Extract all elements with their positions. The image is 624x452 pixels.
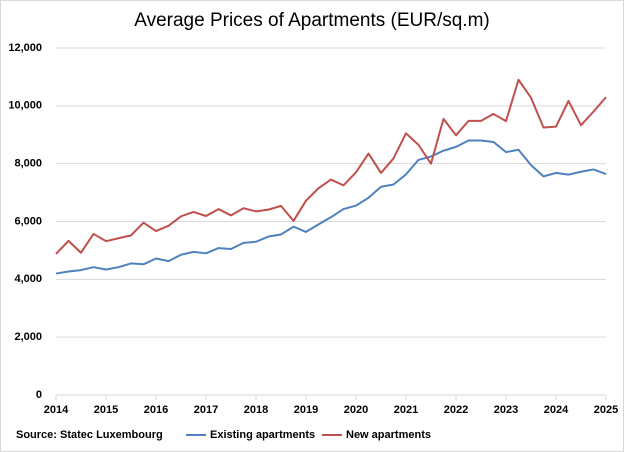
y-tick-label: 4,000 [14, 273, 42, 285]
y-tick-label: 0 [36, 389, 42, 401]
x-tick-label: 2016 [144, 404, 168, 416]
x-tick-label: 2015 [94, 404, 118, 416]
x-tick-label: 2023 [494, 404, 518, 416]
chart-title: Average Prices of Apartments (EUR/sq.m) [134, 10, 490, 31]
legend-label: Existing apartments [210, 429, 315, 441]
y-tick-label: 2,000 [14, 331, 42, 343]
y-tick-label: 6,000 [14, 215, 42, 227]
x-tick-label: 2022 [444, 404, 468, 416]
x-tick-label: 2017 [194, 404, 218, 416]
x-tick-label: 2024 [544, 404, 569, 416]
x-tick-label: 2014 [44, 404, 69, 416]
legend-label: New apartments [346, 429, 431, 441]
x-tick-label: 2021 [394, 404, 418, 416]
y-tick-label: 10,000 [8, 100, 42, 112]
y-tick-label: 8,000 [14, 158, 42, 170]
y-tick-label: 12,000 [8, 42, 42, 54]
data-line [55, 78, 607, 255]
x-tick-label: 2018 [244, 404, 268, 416]
source-note: Source: Statec Luxembourg [16, 429, 163, 441]
x-tick-label: 2025 [594, 404, 618, 416]
data-line [55, 139, 607, 275]
x-tick-label: 2020 [344, 404, 368, 416]
x-tick-label: 2019 [294, 404, 318, 416]
